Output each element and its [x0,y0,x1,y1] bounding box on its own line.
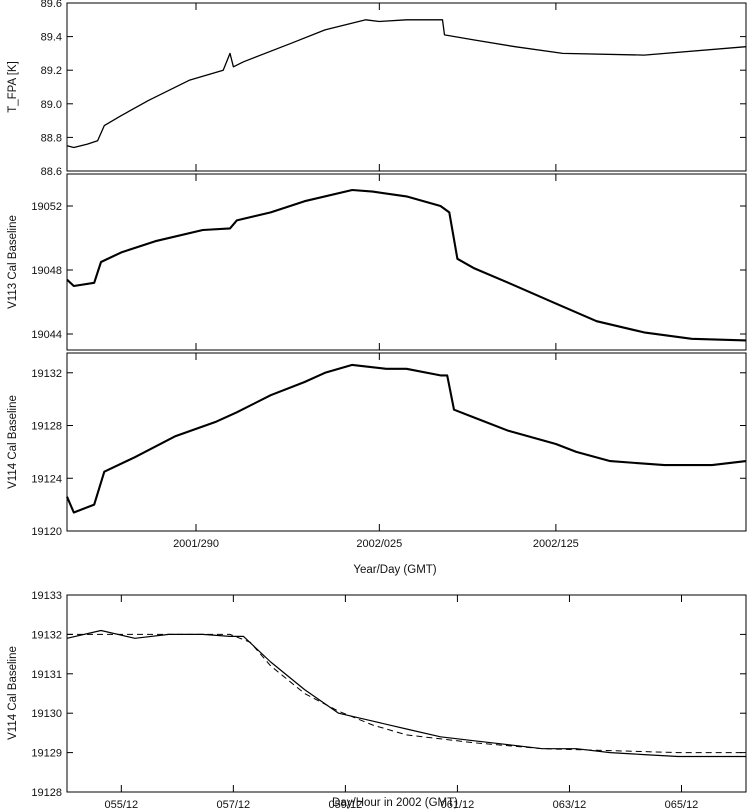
panel-3-xlabel: Year/Day (GMT) [353,564,436,576]
panel-1-ytick-label: 89.2 [41,65,62,77]
panel-2-frame [66,173,747,351]
panel-4-ytick-label: 19128 [31,787,62,799]
panel-1-frame [66,2,747,172]
panel-4-ytick-label: 19133 [31,590,62,602]
panel-4-series-1-line [66,629,746,758]
panel-2-ylabel: V113 Cal Baseline [7,215,19,309]
panel-1-ytick-label: 88.8 [41,132,62,144]
panel-3-ylabel: V114 Cal Baseline [7,395,19,489]
panel-3-xtick-label: 2002/125 [533,538,579,550]
chart-marks: 88.6 88.8 89.0 89.2 89.4 89.6 19044 19048 19052 1… [31,0,747,811]
panel-4-xlabel: Day/Hour in 2002 (GMT) [332,797,458,809]
panel-4-xtick-label: 063/12 [553,799,587,811]
panel-1-ytick-label: 89.0 [41,99,62,111]
panel-4-xtick-label: 055/12 [104,799,138,811]
panel-1-ytick-label: 89.6 [41,0,62,10]
panel-4-xtick-label: 057/12 [217,799,251,811]
panel-4-ytick-label: 19130 [31,708,62,720]
panel-4-xtick-label: 065/12 [665,799,699,811]
panel-3-ytick-label: 19124 [31,473,62,485]
panel-3-series-1-line [66,363,747,514]
panel-4-ytick-label: 19131 [31,669,62,681]
panel-1-ytick-label: 88.6 [41,166,62,178]
panel-3-xtick-label: 2002/025 [356,538,402,550]
panel-4-ytick-label: 19132 [31,629,62,641]
panel-3-frame [66,352,747,532]
panel-1-ylabel: T_FPA [K] [7,61,19,113]
panel-4-frame [66,594,747,793]
panel-4-xtick-label: 061/12 [441,799,475,811]
panel-3-ytick-label: 19132 [31,368,62,380]
panel-3-xtick-label: 2001/290 [173,538,219,550]
panel-3-ytick-label: 19120 [31,526,62,538]
panel-4-ylabel: V114 Cal Baseline [7,646,19,740]
panel-1-ytick-label: 89.4 [41,32,62,44]
panel-2-ytick-label: 19044 [31,329,62,341]
panel-2-ytick-label: 19052 [31,201,62,213]
panel-2-ytick-label: 19048 [31,265,62,277]
panel-4-series-2-line [67,633,746,754]
panel-3-ytick-label: 19128 [31,421,62,433]
panel-4-xtick-label: 059/12 [329,799,363,811]
panel-1-series-1-line [66,19,747,149]
panel-4-ytick-label: 19129 [31,748,62,760]
panel-2-series-1-line [66,188,747,342]
